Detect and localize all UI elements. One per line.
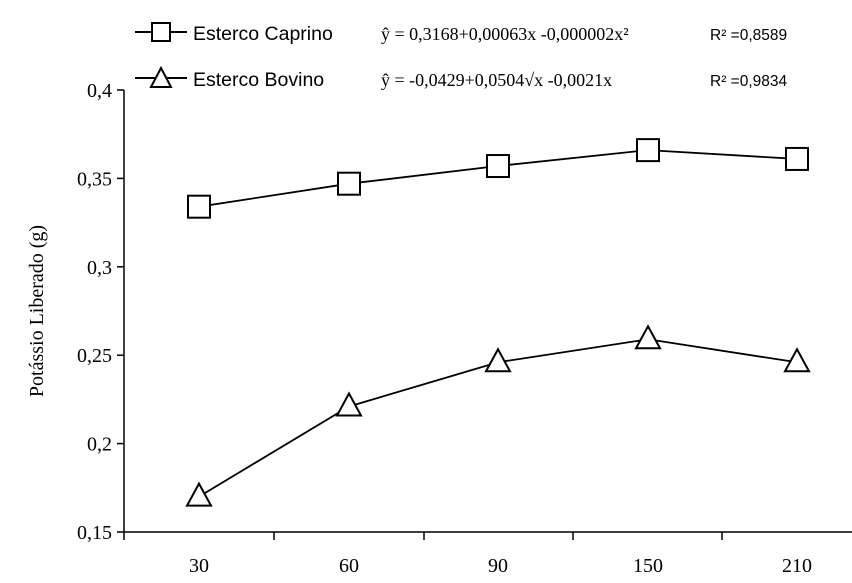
y-axis-ticks: 0,4 0,35 0,3 0,25 0,2 0,15	[77, 80, 124, 544]
equation-caprino: ŷ = 0,3168+0,00063x -0,000002x²	[381, 24, 629, 44]
data-point-triangle	[335, 391, 363, 417]
y-tick-label: 0,15	[77, 522, 112, 544]
data-point-triangle	[783, 347, 811, 373]
x-tick-label: 150	[633, 555, 663, 577]
r2-bovino: R² =0,9834	[710, 73, 788, 90]
x-tick-label: 210	[782, 555, 812, 577]
legend: Esterco Caprino ŷ = 0,3168+0,00063x -0,0…	[135, 22, 788, 91]
data-point-triangle	[185, 481, 213, 507]
y-tick-label: 0,25	[77, 345, 112, 367]
data-point-triangle	[484, 347, 512, 373]
data-point-square	[337, 171, 361, 196]
series-caprino	[187, 138, 809, 219]
axes: 0,4 0,35 0,3 0,25 0,2 0,15 30 60 90 150 210	[77, 80, 852, 577]
legend-item-caprino: Esterco Caprino ŷ = 0,3168+0,00063x -0,0…	[135, 22, 787, 45]
series-bovino	[185, 324, 811, 507]
y-tick-label: 0,35	[77, 168, 112, 190]
legend-triangle-marker	[149, 65, 173, 88]
data-point-square	[636, 138, 660, 163]
x-tick-label: 30	[189, 555, 209, 577]
legend-square-marker	[151, 22, 171, 42]
data-point-square	[486, 154, 510, 179]
data-point-square	[785, 146, 809, 171]
legend-label-caprino: Esterco Caprino	[193, 23, 333, 45]
r2-caprino: R² =0,8589	[710, 27, 787, 44]
series-layer	[185, 138, 811, 507]
data-point-triangle	[634, 324, 662, 350]
legend-item-bovino: Esterco Bovino ŷ = -0,0429+0,0504√x -0,0…	[135, 65, 788, 91]
equation-bovino: ŷ = -0,0429+0,0504√x -0,0021x	[381, 70, 612, 90]
data-point-square	[187, 194, 211, 219]
legend-label-bovino: Esterco Bovino	[193, 69, 324, 91]
y-tick-label: 0,4	[87, 80, 112, 102]
x-tick-label: 60	[339, 555, 359, 577]
x-tick-label: 90	[488, 555, 508, 577]
y-axis-title: Potássio Liberado (g)	[26, 225, 48, 397]
y-tick-label: 0,3	[87, 257, 112, 279]
x-axis-ticks: 30 60 90 150 210	[123, 532, 812, 577]
y-tick-label: 0,2	[87, 434, 112, 456]
